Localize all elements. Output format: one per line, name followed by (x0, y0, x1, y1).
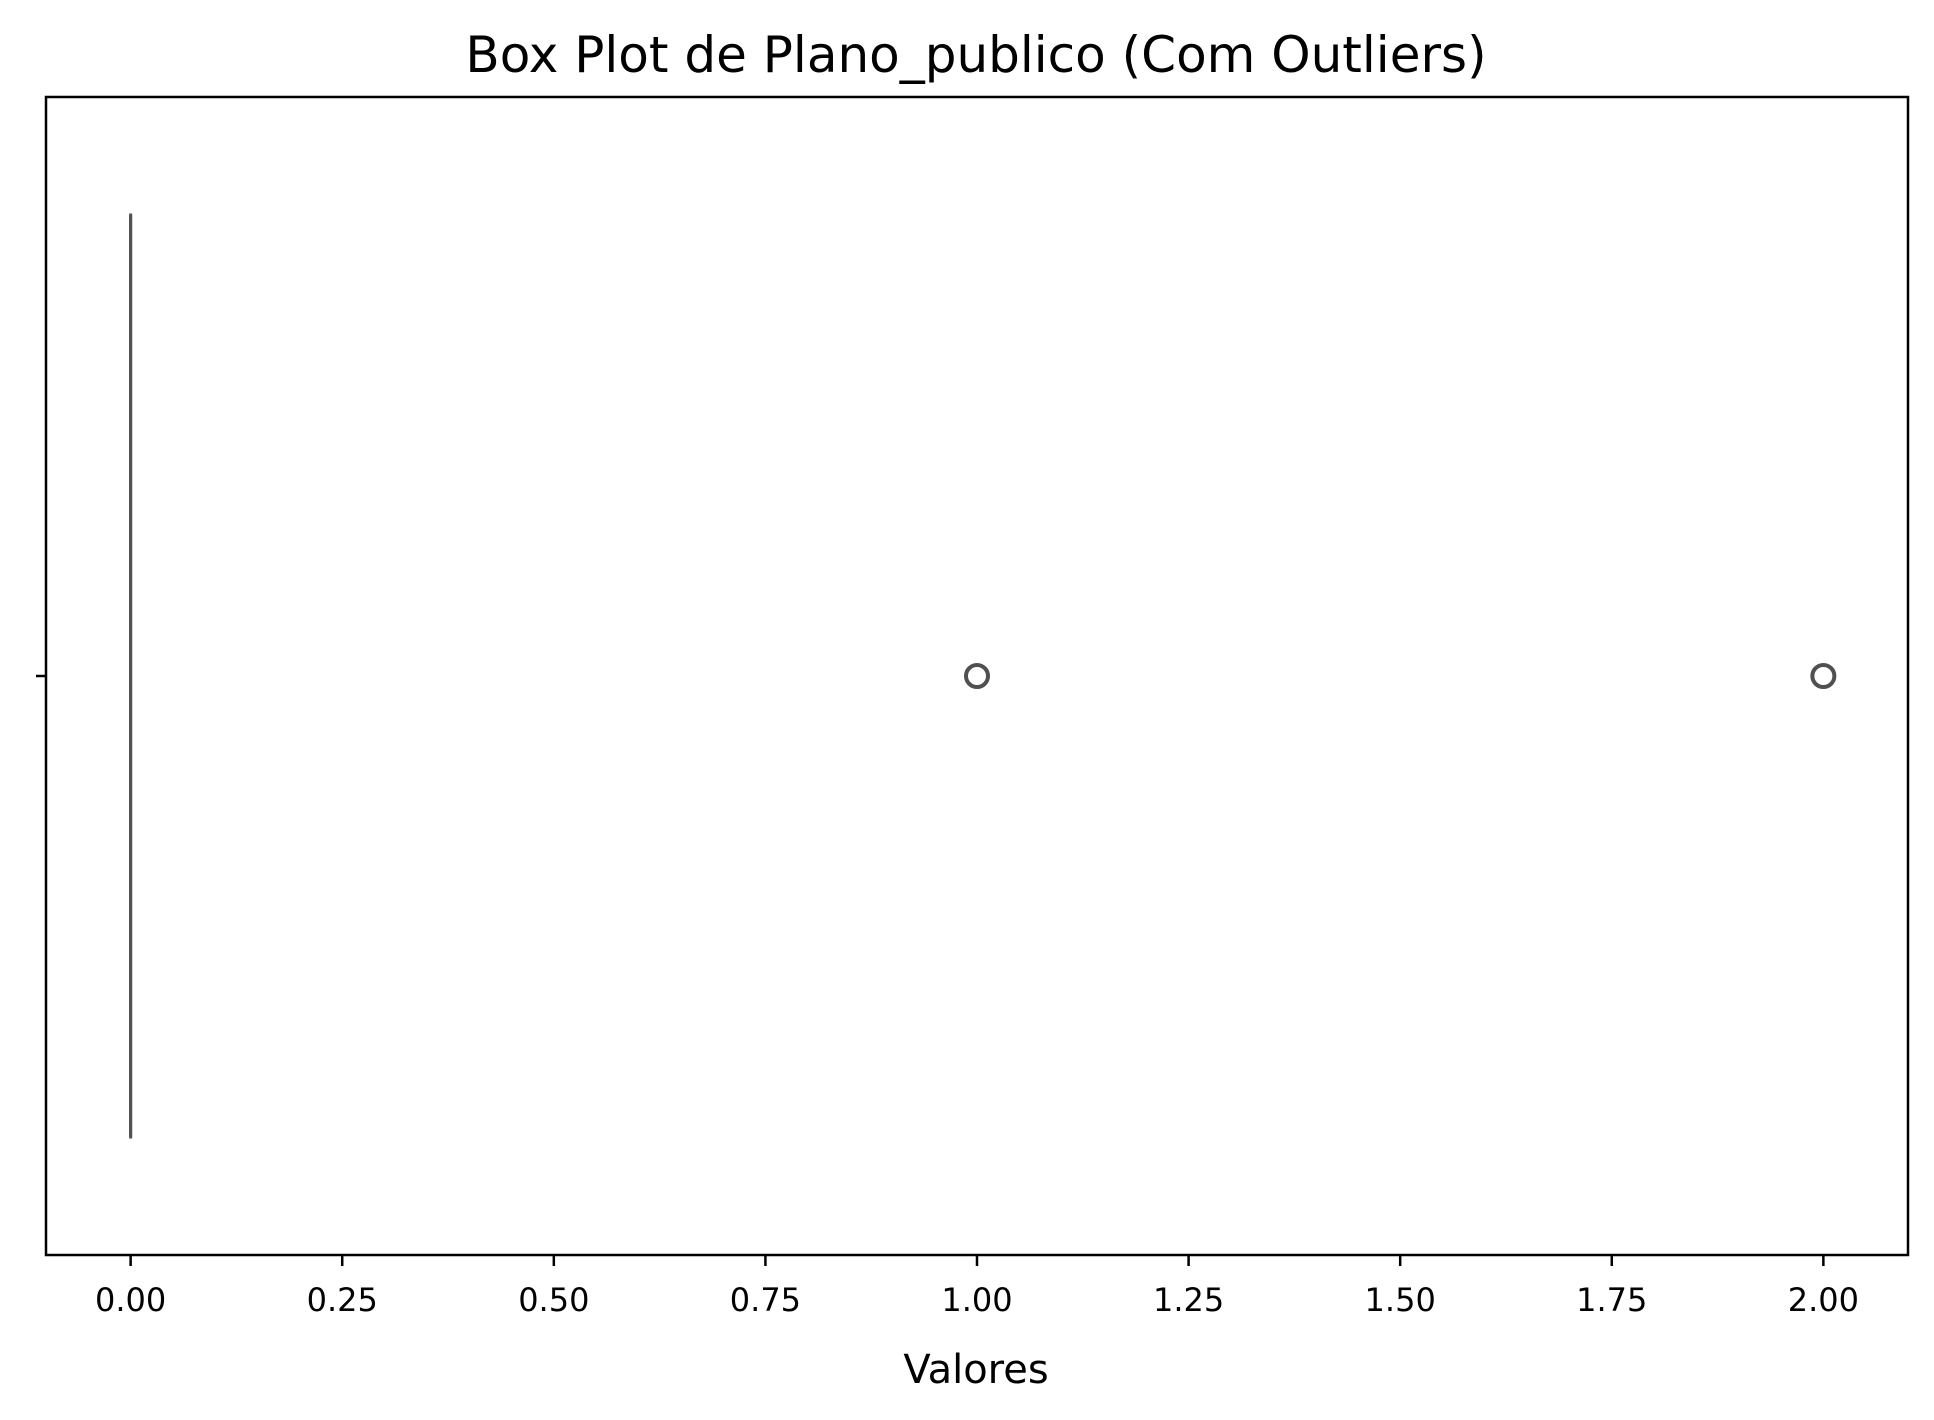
x-tick-label: 1.00 (941, 1281, 1012, 1319)
outlier-point (964, 663, 990, 689)
x-tick-label: 1.50 (1365, 1281, 1436, 1319)
x-tick-label: 0.25 (307, 1281, 378, 1319)
x-tick-label: 1.75 (1576, 1281, 1647, 1319)
x-tick-label: 0.00 (95, 1281, 166, 1319)
x-tick-label: 0.50 (518, 1281, 589, 1319)
x-tick-label: 0.75 (730, 1281, 801, 1319)
x-axis-ticks: 0.00 0.25 0.50 0.75 1.00 1.25 1.50 1.75 2.00 (95, 1255, 1859, 1319)
chart-title: Box Plot de Plano_publico (Com Outliers) (465, 26, 1486, 84)
x-axis-label: Valores (903, 1347, 1048, 1393)
plot-area (129, 213, 1837, 1139)
outlier-point (1810, 663, 1837, 689)
x-tick-label: 1.25 (1153, 1281, 1224, 1319)
x-tick-label: 2.00 (1788, 1281, 1859, 1319)
